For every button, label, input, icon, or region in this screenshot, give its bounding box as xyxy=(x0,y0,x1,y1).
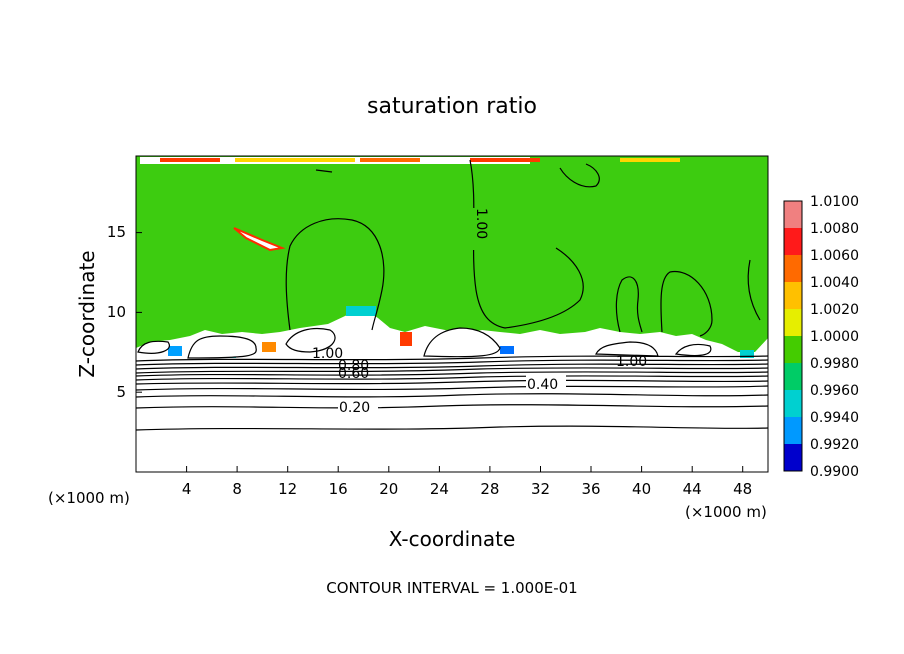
saturated-region xyxy=(136,156,768,352)
contour-label: 1.00 xyxy=(616,354,647,370)
colorbar-swatch xyxy=(784,255,802,282)
x-tick-label: 20 xyxy=(379,480,398,498)
colorbar-label: 1.0020 xyxy=(810,302,859,318)
contour-labels: 1.00 1.00 1.00 0.80 0.60 0.40 0.20 xyxy=(312,208,647,416)
colorbar-label: 1.0080 xyxy=(810,221,859,237)
contour-label: 0.60 xyxy=(338,366,369,382)
y-tick-label: 15 xyxy=(107,223,126,241)
y-tick-labels: 5 10 15 xyxy=(107,223,126,401)
supersaturated-patches xyxy=(140,157,680,352)
x-tick-label: 48 xyxy=(733,480,752,498)
x-axis-label: X-coordinate xyxy=(389,527,516,551)
x-tick-label: 28 xyxy=(480,480,499,498)
y-ticks xyxy=(136,232,142,393)
colorbar-swatch xyxy=(784,390,802,417)
colorbar-swatch xyxy=(784,309,802,336)
plot-area xyxy=(136,156,768,472)
colorbar-swatch xyxy=(784,417,802,444)
x-tick-labels: 4 8 12 16 20 24 28 32 36 40 44 48 xyxy=(182,480,752,498)
chart-title: saturation ratio xyxy=(367,94,537,119)
colorbar-swatch xyxy=(784,444,802,471)
colorbar-label: 0.9980 xyxy=(810,356,859,372)
colorbar-swatch xyxy=(784,336,802,363)
colorbar-label: 0.9940 xyxy=(810,410,859,426)
contour-label: 0.80 xyxy=(338,358,369,374)
colorbar-label: 0.9920 xyxy=(810,437,859,453)
y-tick-label: 5 xyxy=(116,383,126,401)
x-unit-right: (×1000 m) xyxy=(685,503,767,521)
contour-label: 0.20 xyxy=(339,400,370,416)
x-tick-label: 32 xyxy=(531,480,550,498)
colorbar-swatch xyxy=(784,363,802,390)
x-tick-label: 24 xyxy=(430,480,449,498)
x-ticks xyxy=(186,466,744,472)
plot-frame xyxy=(135,155,769,473)
colorbar-label: 1.0040 xyxy=(810,275,859,291)
x-unit-left: (×1000 m) xyxy=(48,489,130,507)
x-tick-label: 16 xyxy=(329,480,348,498)
x-tick-label: 8 xyxy=(232,480,242,498)
colorbar-swatch xyxy=(784,228,802,255)
contour-label: 1.00 xyxy=(312,346,343,362)
x-tick-label: 44 xyxy=(683,480,702,498)
contour-label: 1.00 xyxy=(473,208,489,239)
colorbar-label: 0.9960 xyxy=(810,383,859,399)
colorbar-label: 1.0100 xyxy=(810,194,859,210)
x-tick-label: 4 xyxy=(182,480,192,498)
colorbar-swatch xyxy=(784,201,802,228)
cloud-top-blobs xyxy=(137,327,712,359)
y-axis-label: Z-coordinate xyxy=(75,250,99,377)
colorbar: 1.0100 1.0080 1.0060 1.0040 1.0020 1.000… xyxy=(783,194,859,480)
x-tick-label: 36 xyxy=(581,480,600,498)
colorbar-label: 0.9900 xyxy=(810,464,859,480)
y-tick-label: 10 xyxy=(107,303,126,321)
contour-interval-note: CONTOUR INTERVAL = 1.000E-01 xyxy=(326,579,577,597)
colorbar-swatch xyxy=(784,282,802,309)
x-tick-label: 40 xyxy=(632,480,651,498)
contour-lines xyxy=(136,159,768,431)
x-tick-label: 12 xyxy=(278,480,297,498)
colorbar-label: 1.0000 xyxy=(810,329,859,345)
colorbar-label: 1.0060 xyxy=(810,248,859,264)
contour-label: 0.40 xyxy=(527,377,558,393)
